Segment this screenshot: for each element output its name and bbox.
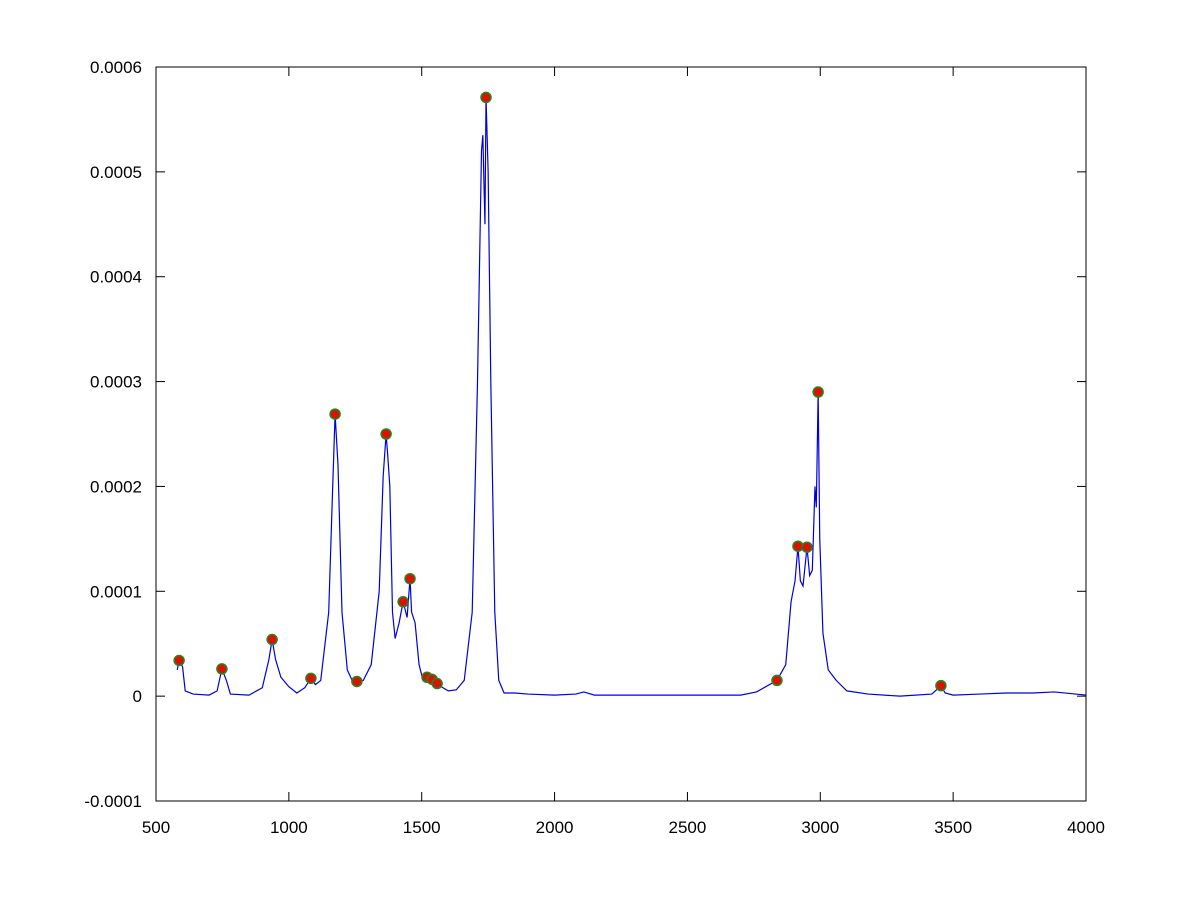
peak-marker: [397, 596, 409, 608]
y-tick-label: 0.0001: [90, 582, 142, 601]
x-tick-label: 2000: [536, 818, 574, 837]
y-tick-label: 0.0003: [90, 373, 142, 392]
x-tick-label: 3000: [801, 818, 839, 837]
x-tick-label: 4000: [1067, 818, 1105, 837]
peak-marker: [305, 672, 317, 685]
x-tick-label: 2500: [669, 818, 707, 837]
y-tick-label: 0: [133, 687, 142, 706]
peak-marker: [216, 663, 228, 675]
peak-marker: [351, 675, 363, 688]
peak-marker: [431, 677, 443, 690]
spectrum-line: [176, 97, 1087, 697]
peak-marker: [801, 541, 813, 553]
x-tick-label: 1000: [270, 818, 308, 837]
peak-marker: [329, 408, 341, 420]
x-tick-label: 500: [142, 818, 170, 837]
y-tick-label: 0.0005: [90, 163, 142, 182]
y-tick-label: 0.0006: [90, 58, 142, 77]
x-tick-label: 3500: [934, 818, 972, 837]
peak-marker: [404, 572, 416, 585]
peak-marker: [380, 428, 392, 440]
peak-marker: [266, 633, 278, 646]
y-tick-label: -0.0001: [84, 792, 142, 811]
x-tick-label: 1500: [403, 818, 441, 837]
plot-frame: [155, 66, 1087, 802]
peak-marker: [771, 674, 783, 687]
y-tick-label: 0.0002: [90, 477, 142, 496]
peak-marker: [812, 386, 824, 398]
peak-marker: [935, 679, 947, 692]
y-tick-label: 0.0004: [90, 268, 142, 287]
peak-marker: [173, 654, 185, 667]
peak-marker: [480, 91, 492, 104]
